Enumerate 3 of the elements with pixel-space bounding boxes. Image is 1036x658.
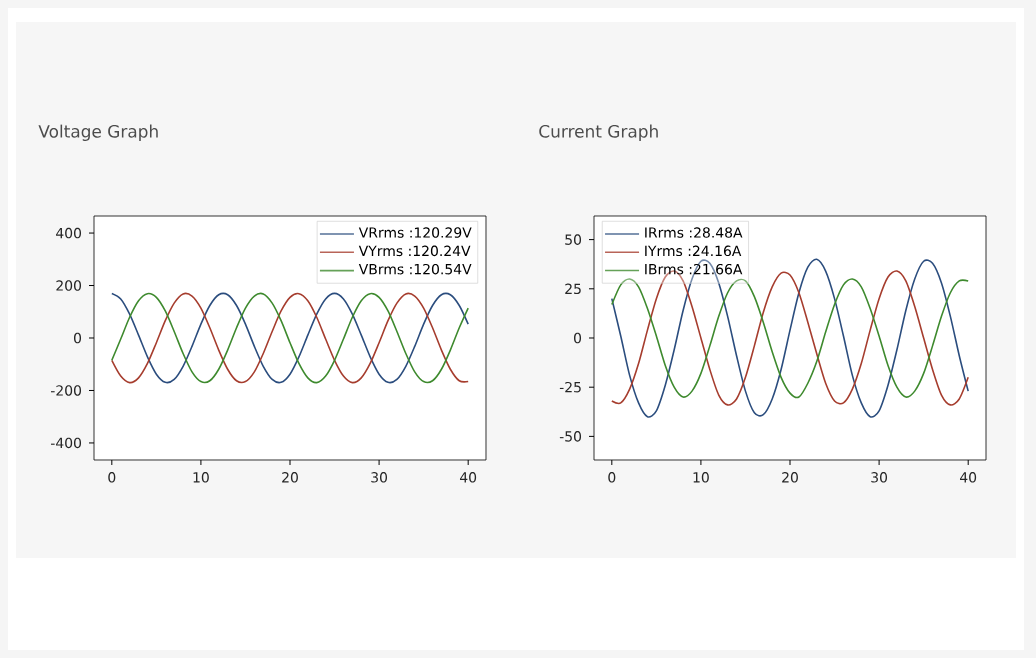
line-series bbox=[111, 292, 469, 384]
chart-title: Current Graph bbox=[539, 124, 658, 142]
chart-title: Voltage Graph bbox=[38, 124, 158, 142]
